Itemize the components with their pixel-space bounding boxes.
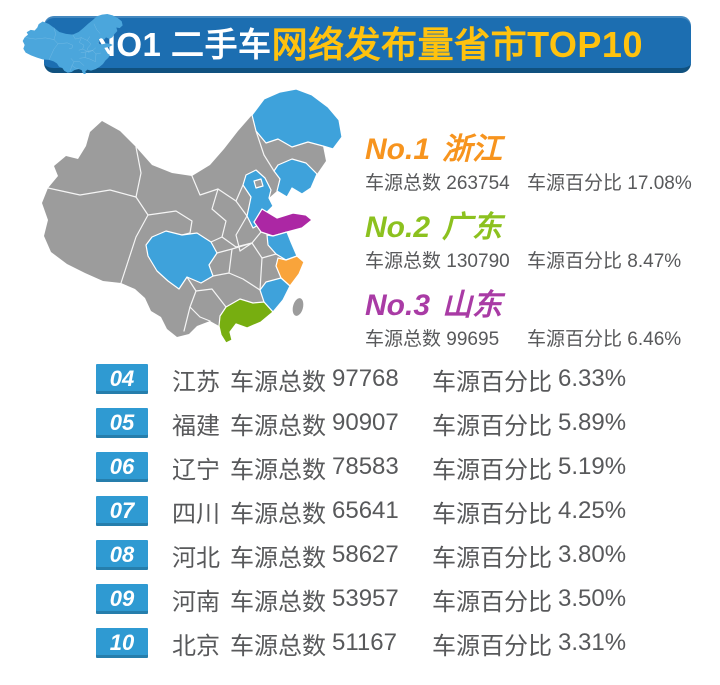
rank-2-stats: 车源总数 130790 车源百分比 8.47% (365, 251, 695, 273)
china-map (42, 88, 343, 344)
top3-list: No.1 浙江 车源总数 263754 车源百分比 17.08% No.2 广东 车源… (365, 133, 695, 367)
rank-badge: 07 (96, 496, 148, 526)
row-province: 福建 (172, 412, 220, 440)
province-sichuan (145, 230, 218, 290)
rank-2-title: No.2 广东 (365, 211, 695, 245)
rank-badge: 05 (96, 408, 148, 438)
table-row: 06 辽宁 车源总数 78583 车源百分比 5.19% (96, 452, 627, 484)
rank-1-province: 浙江 (442, 133, 503, 166)
percent-label: 车源百分比 (432, 368, 552, 396)
table-row: 07 四川 车源总数 65641 车源百分比 4.25% (96, 496, 627, 528)
row-province: 河南 (172, 588, 220, 616)
row-province: 四川 (172, 500, 220, 528)
rank-3-percent: 6.46% (627, 329, 682, 350)
row-percent: 5.89% (558, 409, 627, 436)
percent-label: 车源百分比 (527, 173, 623, 194)
total-label: 车源总数 (230, 632, 326, 660)
rank-badge: 04 (96, 364, 148, 394)
table-row: 05 福建 车源总数 90907 车源百分比 5.89% (96, 408, 627, 440)
row-count: 58627 (332, 541, 399, 568)
province-guangdong (218, 298, 274, 344)
percent-label: 车源百分比 (527, 329, 623, 350)
rank-badge: 10 (96, 628, 148, 658)
row-percent: 5.19% (558, 453, 627, 480)
rank-2-province: 广东 (442, 211, 503, 244)
row-province: 江苏 (172, 368, 220, 396)
percent-label: 车源百分比 (432, 632, 552, 660)
percent-label: 车源百分比 (432, 500, 552, 528)
top3-item-1: No.1 浙江 车源总数 263754 车源百分比 17.08% (365, 133, 695, 195)
row-count: 65641 (332, 497, 399, 524)
rank-1-percent: 17.08% (627, 173, 692, 194)
top3-item-3: No.3 山东 车源总数 99695 车源百分比 6.46% (365, 289, 695, 351)
table-row: 04 江苏 车源总数 97768 车源百分比 6.33% (96, 364, 627, 396)
table-row: 10 北京 车源总数 51167 车源百分比 3.31% (96, 628, 627, 660)
table-row: 09 河南 车源总数 53957 车源百分比 3.50% (96, 584, 627, 616)
row-count: 51167 (332, 629, 397, 656)
percent-label: 车源百分比 (432, 412, 552, 440)
percent-label: 车源百分比 (527, 251, 623, 272)
row-percent: 3.31% (558, 629, 627, 656)
rank-3-title: No.3 山东 (365, 289, 695, 323)
percent-label: 车源百分比 (432, 544, 552, 572)
header-banner: NO1 二手车 网络发布量省市TOP10 (44, 16, 691, 73)
row-province: 辽宁 (172, 456, 220, 484)
rank-3-stats: 车源总数 99695 车源百分比 6.46% (365, 329, 695, 351)
total-label: 车源总数 (230, 588, 326, 616)
rank-badge: 08 (96, 540, 148, 570)
province-zhejiang (275, 255, 305, 287)
row-province: 北京 (172, 632, 220, 660)
row-count: 78583 (332, 453, 399, 480)
rank-2-percent: 8.47% (627, 251, 682, 272)
header-title-gold: 网络发布量省市TOP10 (271, 24, 643, 65)
rank-3-province: 山东 (442, 289, 503, 322)
row-percent: 3.50% (558, 585, 627, 612)
province-shandong (253, 208, 313, 237)
total-label: 车源总数 (365, 173, 442, 194)
row-province: 河北 (172, 544, 220, 572)
header-title-white: NO1 二手车 (92, 26, 272, 63)
total-label: 车源总数 (365, 329, 442, 350)
row-percent: 3.80% (558, 541, 627, 568)
percent-label: 车源百分比 (432, 456, 552, 484)
row-count: 53957 (332, 585, 399, 612)
percent-label: 车源百分比 (432, 588, 552, 616)
rank-2-label: No.2 (365, 211, 431, 244)
rank-1-title: No.1 浙江 (365, 133, 695, 167)
rank-1-label: No.1 (365, 133, 431, 166)
rank-3-label: No.3 (365, 289, 431, 322)
table-row: 08 河北 车源总数 58627 车源百分比 3.80% (96, 540, 627, 572)
total-label: 车源总数 (230, 544, 326, 572)
total-label: 车源总数 (230, 412, 326, 440)
province-heilongjiang (251, 88, 343, 150)
rank-1-count: 263754 (446, 173, 510, 194)
total-label: 车源总数 (365, 251, 442, 272)
province-liaoning (273, 158, 318, 198)
rank-badge: 09 (96, 584, 148, 614)
row-count: 90907 (332, 409, 399, 436)
row-count: 97768 (332, 365, 399, 392)
province-beijing (253, 178, 264, 189)
ranking-rows: 04 江苏 车源总数 97768 车源百分比 6.33% 05 福建 车源总数 … (96, 364, 626, 672)
total-label: 车源总数 (230, 368, 326, 396)
rank-2-count: 130790 (446, 251, 510, 272)
total-label: 车源总数 (230, 500, 326, 528)
taiwan-island (292, 298, 304, 316)
rank-3-count: 99695 (446, 329, 500, 350)
china-map-icon (22, 13, 123, 75)
rank-badge: 06 (96, 452, 148, 482)
total-label: 车源总数 (230, 456, 326, 484)
top3-item-2: No.2 广东 车源总数 130790 车源百分比 8.47% (365, 211, 695, 273)
row-percent: 4.25% (558, 497, 627, 524)
row-percent: 6.33% (558, 365, 627, 392)
rank-1-stats: 车源总数 263754 车源百分比 17.08% (365, 173, 695, 195)
province-fujian (259, 277, 291, 313)
